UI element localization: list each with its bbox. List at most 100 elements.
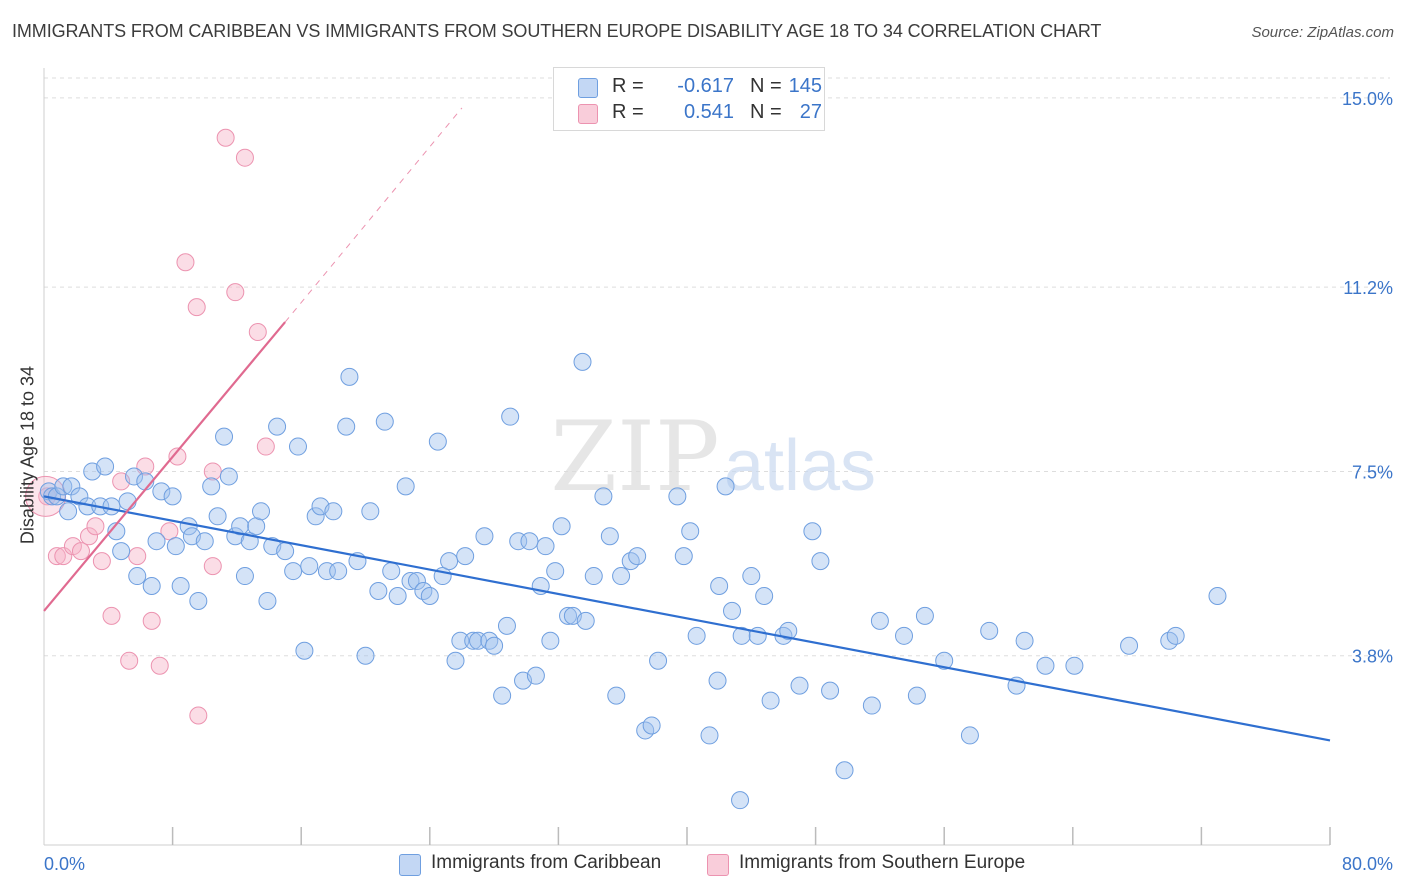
caribbean-trend-line: [43, 495, 1331, 742]
southern-europe-point: [256, 437, 275, 456]
caribbean-point: [456, 547, 475, 566]
legend-n-label: N =: [750, 101, 782, 123]
southern-europe-point: [160, 522, 179, 541]
caribbean-point: [700, 726, 719, 745]
caribbean-point: [536, 537, 555, 556]
source-credit: Source: ZipAtlas.com: [1251, 24, 1394, 41]
southern-europe-point: [80, 527, 99, 546]
bottom-legend-swatch-southern-europe: [707, 854, 729, 876]
caribbean-point: [451, 631, 470, 650]
caribbean-point: [1208, 586, 1227, 605]
tick-labels: 3.8% 7.5% 11.2% 15.0% 0.0% 80.0%: [44, 89, 1393, 874]
watermark: ZIP atlas: [550, 401, 876, 513]
caribbean-point: [687, 626, 706, 645]
southern-europe-point: [102, 606, 121, 625]
caribbean-point: [420, 586, 439, 605]
caribbean-point: [668, 487, 687, 506]
southern-europe-point: [248, 323, 267, 342]
caribbean-point: [1015, 631, 1034, 650]
y-tick-label: 11.2%: [1343, 278, 1393, 298]
legend-r-value-southern-europe: 0.541: [683, 101, 734, 123]
caribbean-point: [235, 567, 254, 586]
x-tick-label: 0.0%: [44, 854, 85, 874]
caribbean-point: [252, 502, 271, 521]
caribbean-point: [247, 517, 266, 536]
caribbean-point: [520, 532, 539, 551]
southern-europe-point: [54, 547, 73, 566]
southern-europe-point: [216, 128, 235, 147]
caribbean-points: [39, 352, 1227, 810]
caribbean-point: [152, 482, 171, 501]
caribbean-point: [870, 611, 889, 630]
caribbean-point: [821, 681, 840, 700]
southern-europe-point: [226, 283, 245, 302]
southern-europe-point: [187, 298, 206, 317]
caribbean-point: [546, 562, 565, 581]
caribbean-point: [118, 492, 137, 511]
caribbean-point: [475, 527, 494, 546]
caribbean-point: [288, 437, 307, 456]
caribbean-point: [356, 646, 375, 665]
legend-n-value-southern-europe: 27: [799, 101, 822, 123]
caribbean-point: [125, 467, 144, 486]
caribbean-point: [329, 562, 348, 581]
bottom-legend-swatch-caribbean: [399, 854, 421, 876]
caribbean-point: [541, 631, 560, 650]
southern-europe-points: [25, 128, 275, 725]
caribbean-point: [501, 407, 520, 426]
caribbean-point: [147, 532, 166, 551]
caribbean-point: [716, 477, 735, 496]
caribbean-point: [300, 557, 319, 576]
caribbean-point: [407, 572, 426, 591]
caribbean-point: [202, 477, 221, 496]
southern-europe-trend-line: [43, 321, 286, 612]
caribbean-point: [708, 671, 727, 690]
caribbean-point: [811, 552, 830, 571]
bottom-legend-label-caribbean: Immigrants from Caribbean: [431, 852, 662, 873]
southern-europe-point: [203, 462, 222, 481]
southern-europe-point: [71, 542, 90, 561]
legend-n-label: N =: [750, 75, 782, 97]
caribbean-point: [440, 552, 459, 571]
y-axis-label: Disability Age 18 to 34: [17, 365, 38, 545]
caribbean-point: [681, 522, 700, 541]
caribbean-point: [276, 542, 295, 561]
caribbean-point: [1065, 656, 1084, 675]
caribbean-point: [732, 626, 751, 645]
caribbean-point: [215, 427, 234, 446]
legend-swatch-caribbean: [578, 78, 598, 98]
caribbean-point: [1166, 626, 1185, 645]
caribbean-point: [862, 696, 881, 715]
caribbean-point: [612, 567, 631, 586]
caribbean-point: [295, 641, 314, 660]
axes: [43, 68, 1331, 846]
caribbean-point: [710, 577, 729, 596]
caribbean-point: [742, 567, 761, 586]
southern-europe-point: [92, 552, 111, 571]
caribbean-point: [607, 686, 626, 705]
southern-europe-point: [176, 253, 195, 272]
correlation-legend: R = -0.617 N = 145 R = 0.541 N = 27: [553, 67, 825, 131]
caribbean-point: [396, 477, 415, 496]
southern-europe-point: [47, 547, 66, 566]
caribbean-point: [628, 547, 647, 566]
caribbean-point: [761, 691, 780, 710]
caribbean-point: [526, 666, 545, 685]
southern-europe-point: [150, 656, 169, 675]
caribbean-point: [268, 417, 287, 436]
southern-europe-point: [142, 611, 161, 630]
caribbean-point: [171, 577, 190, 596]
legend-r-value-caribbean: -0.617: [677, 75, 734, 97]
caribbean-point: [552, 517, 571, 536]
southern-europe-trend-extension: [284, 107, 463, 323]
caribbean-point: [731, 791, 750, 810]
caribbean-point: [980, 621, 999, 640]
caribbean-point: [361, 502, 380, 521]
chart-title: IMMIGRANTS FROM CARIBBEAN VS IMMIGRANTS …: [12, 21, 1102, 41]
southern-europe-point: [203, 557, 222, 576]
caribbean-point: [480, 631, 499, 650]
southern-europe-point: [235, 148, 254, 167]
caribbean-point: [189, 591, 208, 610]
southern-europe-point: [120, 651, 139, 670]
